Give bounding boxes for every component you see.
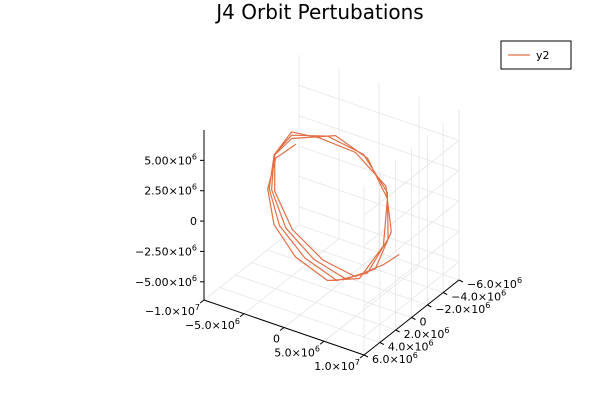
legend-entry: y2: [536, 49, 550, 62]
legend: y2: [500, 40, 572, 70]
series-layer: [267, 131, 400, 282]
x-tick-label: 1.0×107: [314, 358, 360, 373]
tick-label-layer: −1.0×107−5.0×10605.0×1061.0×107−6.0×106−…: [135, 152, 522, 373]
y-tick-mark: [427, 304, 432, 308]
y-tick-mark: [395, 329, 400, 333]
y-tick-label: 0: [420, 316, 427, 329]
z-tick-label: −2.50×106: [135, 243, 197, 258]
x-tick-mark: [199, 299, 205, 304]
y-tick-mark: [458, 279, 464, 283]
x-tick-label: 5.0×106: [274, 344, 320, 359]
y-tick-label: −4.0×106: [451, 289, 506, 304]
z-tick-label: 0: [190, 215, 197, 228]
series-line-y2: [267, 131, 400, 282]
x-tick-label: −1.0×107: [145, 303, 200, 318]
z-tick-label: 2.50×106: [144, 183, 197, 198]
y-tick-label: −6.0×106: [467, 276, 522, 291]
grid-line-y-floor: [219, 287, 380, 343]
y-tick-mark: [379, 342, 385, 345]
y-tick-label: −2.0×106: [435, 301, 490, 316]
x-tick-mark: [239, 313, 245, 318]
z-tick-label: 5.00×106: [144, 152, 197, 167]
x-tick-mark: [319, 340, 325, 345]
grid-line-z-wall-side: [363, 140, 460, 216]
z-tick-label: −5.00×106: [135, 274, 197, 289]
grid-line-z-wall-side: [363, 200, 460, 277]
x-tick-mark: [359, 354, 365, 359]
x-tick-label: 0: [273, 333, 280, 346]
grid-line-y-floor: [235, 274, 396, 331]
y-tick-label: 4.0×106: [388, 339, 434, 354]
axis-layer: [199, 130, 464, 359]
y-tick-label: 6.0×106: [372, 351, 418, 366]
y-tick-mark: [411, 317, 416, 320]
grid-line-z-wall-side: [363, 170, 460, 247]
grid-line-y-floor: [251, 262, 412, 318]
grid-line-z-wall-side: [363, 261, 460, 338]
grid-line-z-wall-back: [298, 84, 460, 141]
y-tick-label: 2.0×106: [404, 326, 450, 341]
y-tick-mark: [363, 354, 369, 358]
x-tick-label: −5.0×106: [185, 317, 240, 332]
grid-line-z-wall-side: [363, 231, 460, 307]
x-tick-mark: [279, 327, 285, 331]
chart-title: J4 Orbit Pertubations: [214, 0, 423, 24]
y-tick-mark: [442, 292, 448, 295]
